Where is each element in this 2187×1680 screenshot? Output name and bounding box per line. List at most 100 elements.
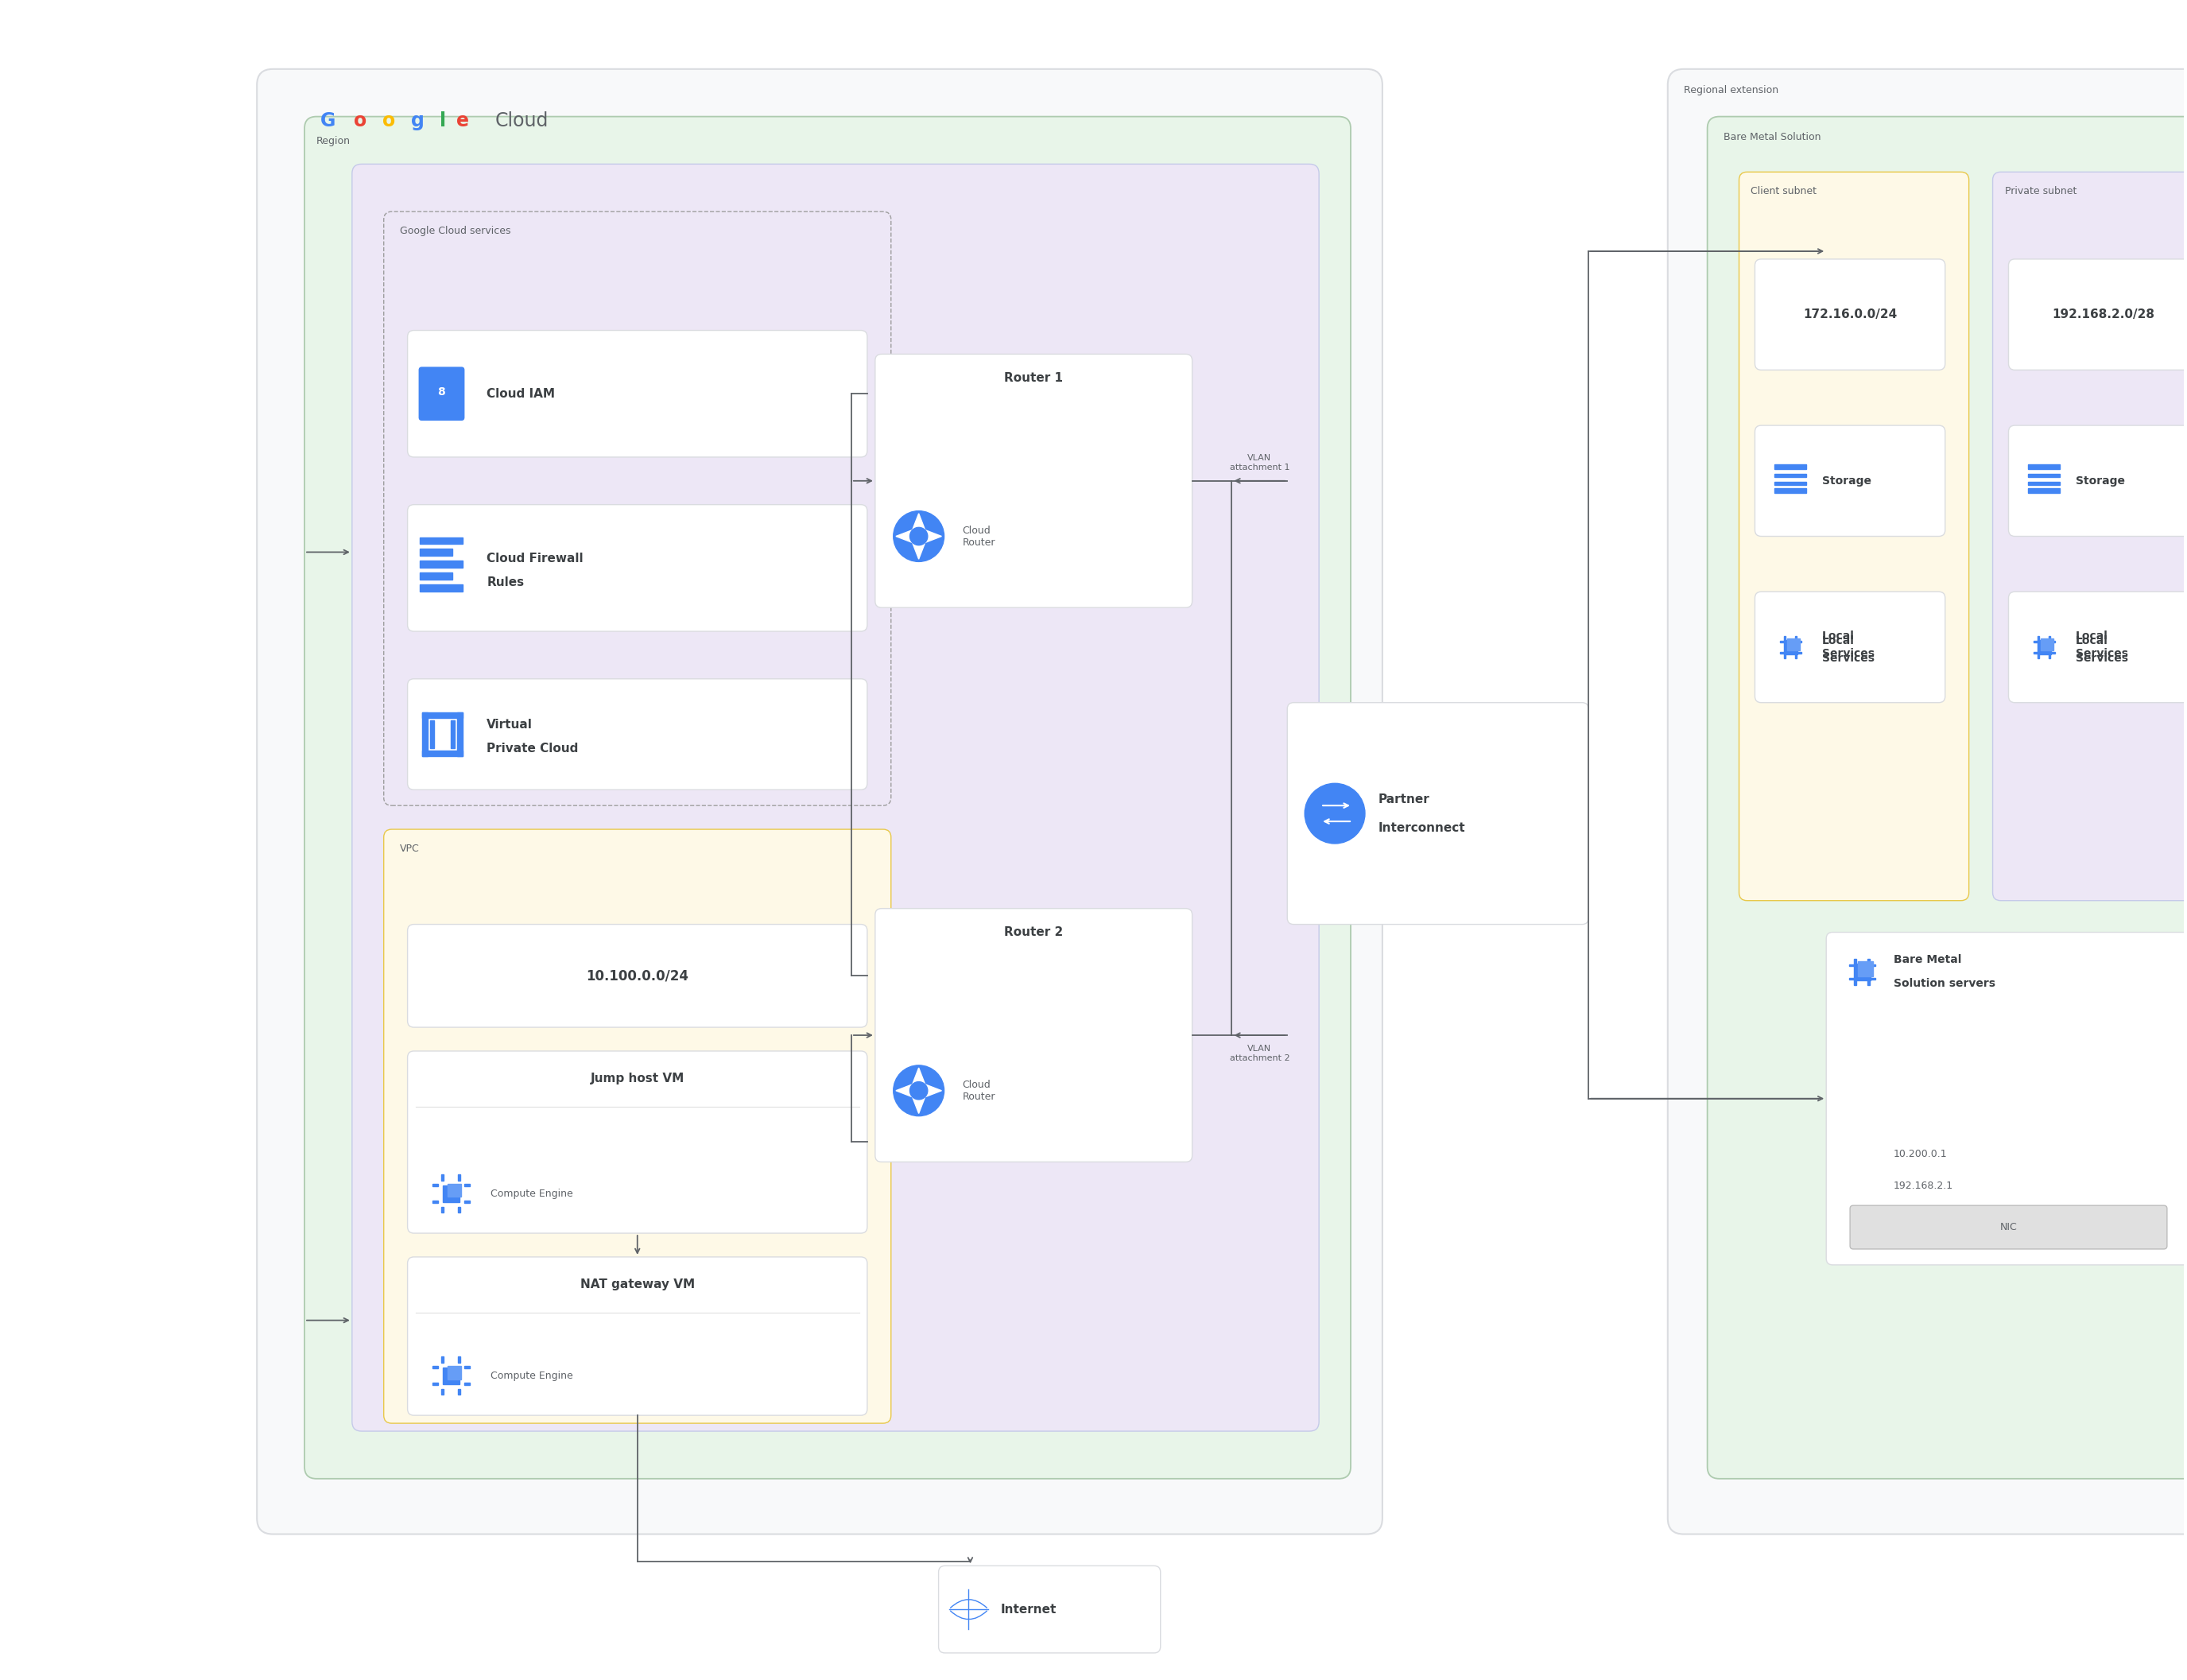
Bar: [464, 1184, 470, 1186]
FancyBboxPatch shape: [1754, 425, 1944, 536]
Text: Storage: Storage: [1822, 475, 1872, 487]
Bar: [459, 1357, 461, 1362]
Text: G: G: [319, 111, 337, 129]
Bar: [442, 1174, 444, 1181]
Bar: [451, 721, 455, 749]
Bar: [442, 1389, 444, 1394]
FancyBboxPatch shape: [352, 165, 1319, 1431]
Bar: [433, 1366, 437, 1369]
Bar: [464, 1383, 470, 1386]
Text: Cloud Firewall: Cloud Firewall: [488, 553, 584, 564]
FancyBboxPatch shape: [407, 1052, 868, 1233]
Text: Storage: Storage: [2075, 475, 2126, 487]
FancyBboxPatch shape: [1754, 259, 1944, 370]
Bar: [464, 1366, 470, 1369]
Bar: [429, 721, 435, 749]
Text: l: l: [440, 111, 446, 129]
Circle shape: [910, 1082, 927, 1099]
FancyBboxPatch shape: [418, 366, 464, 420]
Bar: [1774, 474, 1806, 477]
Bar: [420, 573, 453, 580]
FancyBboxPatch shape: [2008, 259, 2187, 370]
FancyBboxPatch shape: [1850, 1206, 2167, 1248]
Bar: [1848, 978, 1855, 979]
Text: Local: Local: [1822, 630, 1855, 642]
FancyBboxPatch shape: [1739, 171, 1968, 900]
Text: Solution servers: Solution servers: [1894, 978, 1995, 990]
Circle shape: [910, 528, 927, 544]
FancyBboxPatch shape: [1288, 702, 1588, 924]
Bar: [422, 712, 464, 717]
FancyBboxPatch shape: [2008, 425, 2187, 536]
Bar: [1774, 482, 1806, 486]
Bar: [2040, 638, 2054, 650]
Circle shape: [892, 1065, 945, 1116]
FancyBboxPatch shape: [383, 830, 890, 1423]
Text: VPC: VPC: [400, 843, 420, 853]
Text: 10.200.0.1: 10.200.0.1: [1894, 1149, 1946, 1159]
Text: Compute Engine: Compute Engine: [490, 1371, 573, 1381]
Text: Rules: Rules: [488, 576, 525, 588]
Text: VLAN
attachment 2: VLAN attachment 2: [1229, 1045, 1290, 1062]
Text: 192.168.2.1: 192.168.2.1: [1894, 1181, 1953, 1191]
Bar: [420, 538, 464, 544]
Text: 10.100.0.0/24: 10.100.0.0/24: [586, 969, 689, 983]
Bar: [442, 1368, 459, 1384]
Text: Cloud IAM: Cloud IAM: [488, 388, 555, 400]
Text: VLAN
attachment 1: VLAN attachment 1: [1229, 454, 1290, 472]
Text: Cloud
Router: Cloud Router: [962, 1080, 995, 1102]
Bar: [459, 1206, 461, 1213]
FancyBboxPatch shape: [407, 679, 868, 790]
FancyBboxPatch shape: [407, 924, 868, 1026]
Text: 8: 8: [437, 386, 446, 398]
Text: Local: Local: [2075, 630, 2108, 642]
Text: e: e: [457, 111, 470, 129]
Text: Compute Engine: Compute Engine: [490, 1188, 573, 1200]
Bar: [1870, 964, 1874, 966]
Circle shape: [1306, 783, 1365, 843]
Text: Services: Services: [2075, 654, 2128, 664]
Text: Partner: Partner: [1378, 793, 1430, 805]
Bar: [420, 585, 464, 591]
Bar: [1787, 638, 1800, 650]
FancyBboxPatch shape: [1669, 69, 2187, 1534]
Text: Router 1: Router 1: [1004, 371, 1063, 383]
Bar: [433, 1201, 437, 1203]
Bar: [442, 1186, 459, 1201]
Bar: [422, 751, 464, 756]
Circle shape: [892, 511, 945, 561]
Bar: [1857, 961, 1872, 976]
Text: Local
Services: Local Services: [1822, 635, 1874, 659]
Text: o: o: [383, 111, 396, 129]
Bar: [459, 1174, 461, 1181]
Bar: [1848, 964, 1855, 966]
Bar: [1785, 640, 1798, 654]
Bar: [442, 1206, 444, 1213]
Bar: [2038, 640, 2051, 654]
Text: Private subnet: Private subnet: [2005, 186, 2075, 197]
Bar: [433, 1184, 437, 1186]
FancyBboxPatch shape: [407, 1257, 868, 1415]
Text: Services: Services: [1822, 654, 1874, 664]
Text: Regional extension: Regional extension: [1684, 86, 1778, 96]
Text: Region: Region: [317, 136, 350, 146]
Text: Jump host VM: Jump host VM: [590, 1074, 685, 1085]
Bar: [442, 1357, 444, 1362]
FancyBboxPatch shape: [256, 69, 1382, 1534]
Bar: [2027, 482, 2060, 486]
FancyBboxPatch shape: [1754, 591, 1944, 702]
Bar: [1870, 978, 1874, 979]
FancyBboxPatch shape: [875, 354, 1192, 608]
Text: Interconnect: Interconnect: [1378, 822, 1465, 833]
FancyBboxPatch shape: [938, 1566, 1161, 1653]
Text: Internet: Internet: [999, 1603, 1056, 1616]
Text: Cloud: Cloud: [494, 111, 549, 129]
Bar: [448, 1366, 461, 1379]
Text: Bare Metal Solution: Bare Metal Solution: [1723, 133, 1820, 143]
Text: 192.168.2.0/28: 192.168.2.0/28: [2051, 309, 2154, 321]
Bar: [464, 1201, 470, 1203]
Text: 172.16.0.0/24: 172.16.0.0/24: [1802, 309, 1896, 321]
Text: Virtual: Virtual: [488, 719, 534, 731]
Text: NAT gateway VM: NAT gateway VM: [580, 1278, 695, 1290]
Bar: [1774, 464, 1806, 469]
